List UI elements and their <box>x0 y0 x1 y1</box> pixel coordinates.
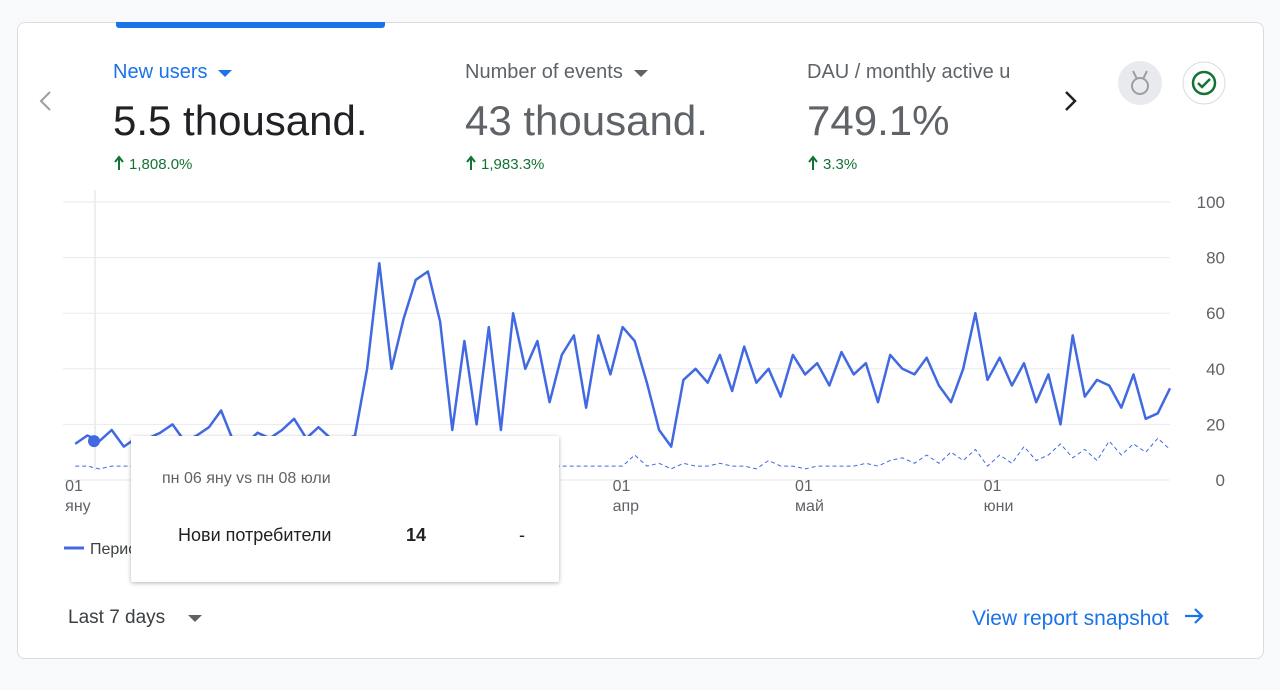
tooltip: пн 06 яну vs пн 08 юли Нови потребители … <box>131 436 559 582</box>
metric-title: DAU / monthly active u <box>807 61 1042 84</box>
hover-point <box>88 435 100 448</box>
change-arrow <box>466 155 476 170</box>
report-link-label: View report snapshot <box>972 607 1169 630</box>
x-tick-label: 01 яну <box>65 478 91 515</box>
metric-title-text: DAU / monthly active u <box>807 61 1011 83</box>
dropdown-caret <box>188 615 203 622</box>
badge-ribbon <box>1132 70 1148 80</box>
report-link[interactable]: View report snapshot <box>972 607 1205 631</box>
x-tick-label: 01 апр <box>612 478 640 515</box>
change-arrow <box>808 155 818 170</box>
metric-change: 1,983.3% <box>481 156 545 173</box>
metric-title[interactable]: New users <box>113 61 233 84</box>
tab-indicator <box>116 22 385 28</box>
prev-arrow[interactable] <box>39 91 51 111</box>
series-line <box>74 261 1172 448</box>
x-tick-label: 01 май <box>795 478 824 515</box>
range-dropdown[interactable]: Last 7 days <box>68 607 203 629</box>
tooltip-metric: Нови потребители <box>178 525 332 545</box>
y-tick-label: 0 <box>1216 471 1225 490</box>
y-tick-label: 80 <box>1206 249 1225 268</box>
tooltip-value: 14 <box>406 525 427 545</box>
metric-caret <box>633 70 648 77</box>
link-arrow <box>1184 608 1204 624</box>
metric-change: 1,808.0% <box>129 156 193 173</box>
metric-caret <box>218 70 233 77</box>
change-arrow <box>114 155 124 170</box>
y-tick-label: 20 <box>1206 415 1225 434</box>
check-mark <box>1197 78 1211 89</box>
metric-title-text: New users <box>113 61 208 83</box>
next-arrow[interactable] <box>1065 91 1077 111</box>
metric-title-text: Number of events <box>465 61 623 83</box>
metric-value: 43 thousand. <box>465 97 708 144</box>
badge-medal <box>1131 77 1149 95</box>
tooltip-delta: - <box>519 525 525 545</box>
range-label: Last 7 days <box>68 607 166 628</box>
metric-title[interactable]: Number of events <box>465 61 649 84</box>
badge-icon[interactable] <box>1118 61 1162 105</box>
tooltip-title: пн 06 яну vs пн 08 юли <box>162 470 331 487</box>
check-circle <box>1191 70 1217 96</box>
y-tick-label: 100 <box>1197 193 1225 212</box>
y-tick-label: 60 <box>1206 304 1225 323</box>
metric-value: 749.1% <box>807 97 950 144</box>
x-tick-label: 01 юни <box>983 478 1014 515</box>
metric-change: 3.3% <box>823 156 858 173</box>
check-button[interactable] <box>1182 61 1226 105</box>
metric-value: 5.5 thousand. <box>113 97 368 144</box>
y-tick-label: 40 <box>1206 360 1225 379</box>
